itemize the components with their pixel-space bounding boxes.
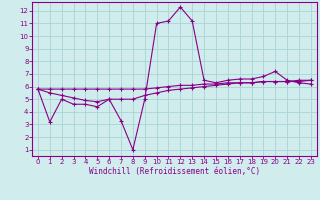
X-axis label: Windchill (Refroidissement éolien,°C): Windchill (Refroidissement éolien,°C)	[89, 167, 260, 176]
